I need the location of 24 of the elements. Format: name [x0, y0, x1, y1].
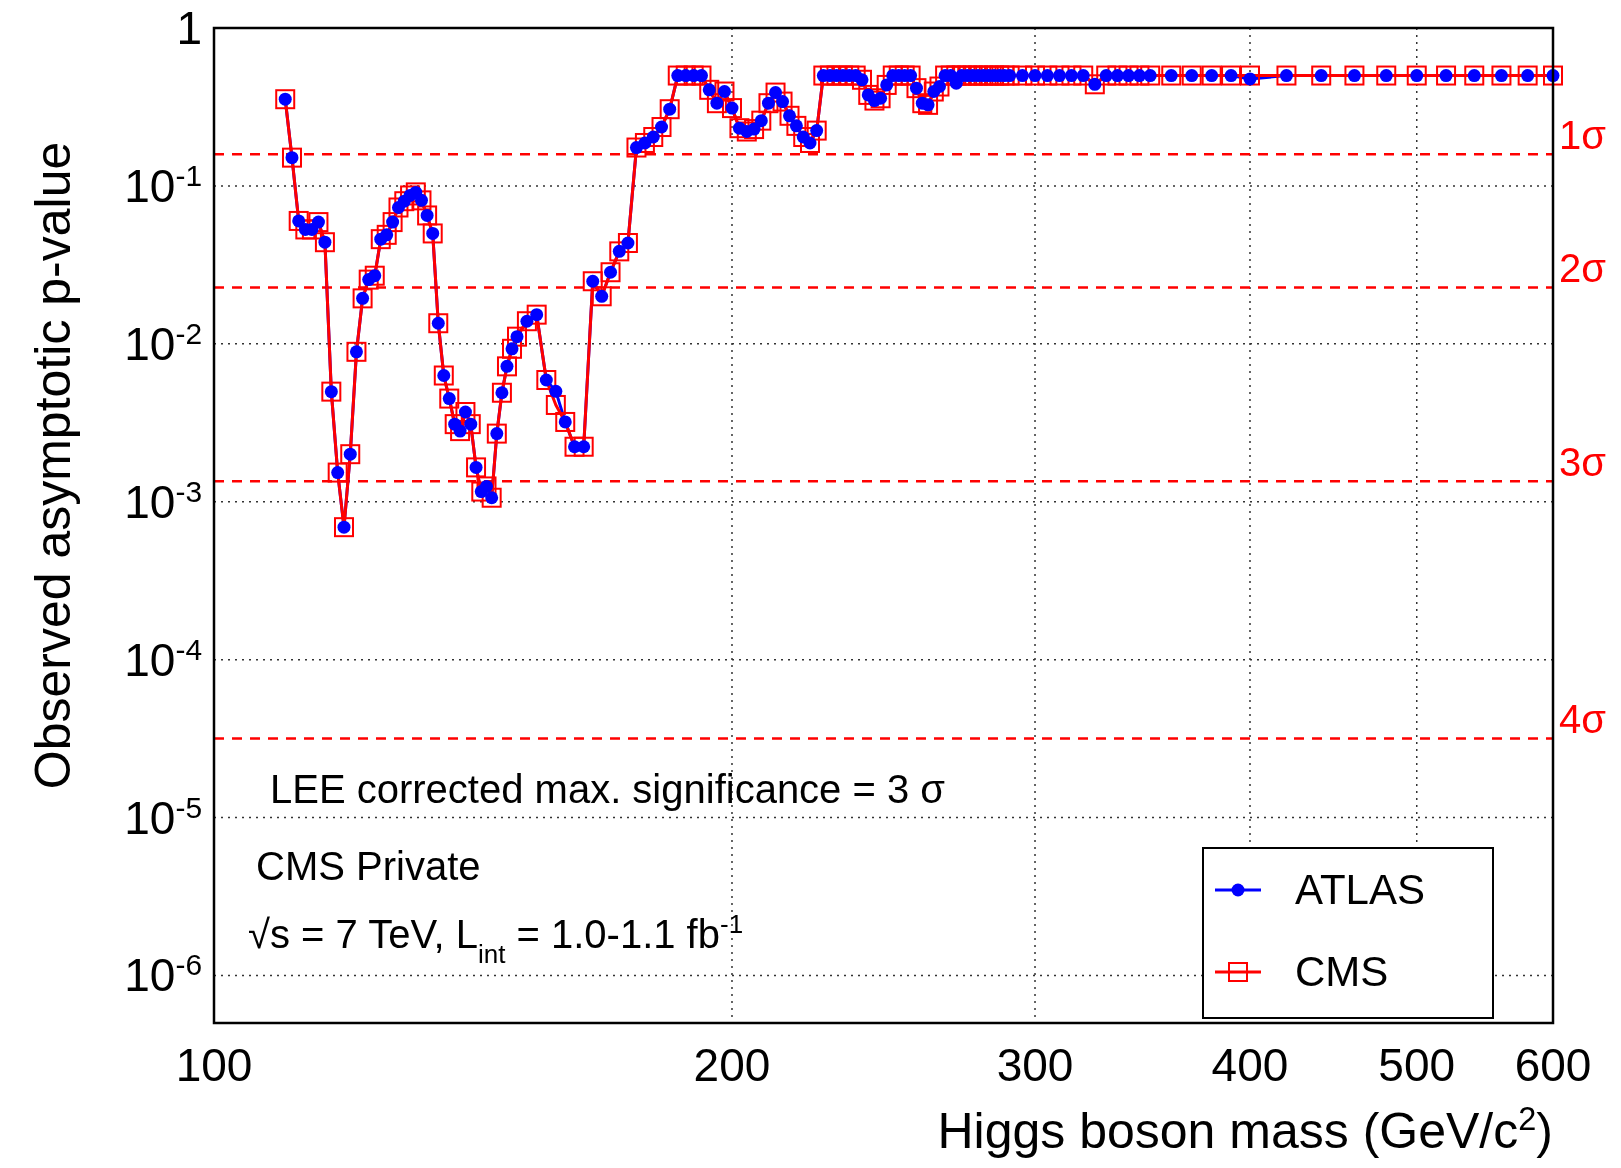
x-tick-label: 200	[693, 1039, 771, 1091]
ref-line-label: 4σ	[1559, 697, 1607, 742]
ref-line-label: 2σ	[1559, 246, 1607, 291]
x-axis-title: Higgs boson mass (GeV/c$^{2}$)	[937, 1101, 1553, 1159]
ref-line-label: 1σ	[1559, 113, 1607, 158]
legend-label: CMS	[1295, 948, 1389, 995]
y-tick-label: 1	[176, 2, 202, 54]
y-tick-label: 10$^{-1}$	[124, 158, 202, 212]
y-tick-label: 10$^{-5}$	[124, 790, 202, 844]
x-tick-label: 500	[1378, 1039, 1456, 1091]
y-tick-label: 10$^{-2}$	[124, 316, 202, 370]
y-axis-title: Observed asymptotic p-value	[25, 141, 81, 790]
ref-line-label: 3σ	[1559, 440, 1607, 485]
annotation: CMS Private	[256, 844, 481, 888]
y-tick-label: 10$^{-3}$	[124, 474, 202, 528]
y-tick-label: 10$^{-6}$	[124, 947, 202, 1002]
x-tick-label: 600	[1514, 1039, 1592, 1091]
y-tick-label: 10$^{-4}$	[124, 632, 202, 686]
x-tick-label: 400	[1211, 1039, 1289, 1091]
annotation: LEE corrected max. significance = 3 σ	[270, 767, 946, 811]
legend-label: ATLAS	[1295, 866, 1425, 913]
x-tick-label: 300	[996, 1039, 1074, 1091]
x-tick-label: 100	[175, 1039, 253, 1091]
annotation: √s = 7 TeV, L$_{int}$ = 1.0-1.1 fb$^{-1}$	[248, 909, 744, 969]
